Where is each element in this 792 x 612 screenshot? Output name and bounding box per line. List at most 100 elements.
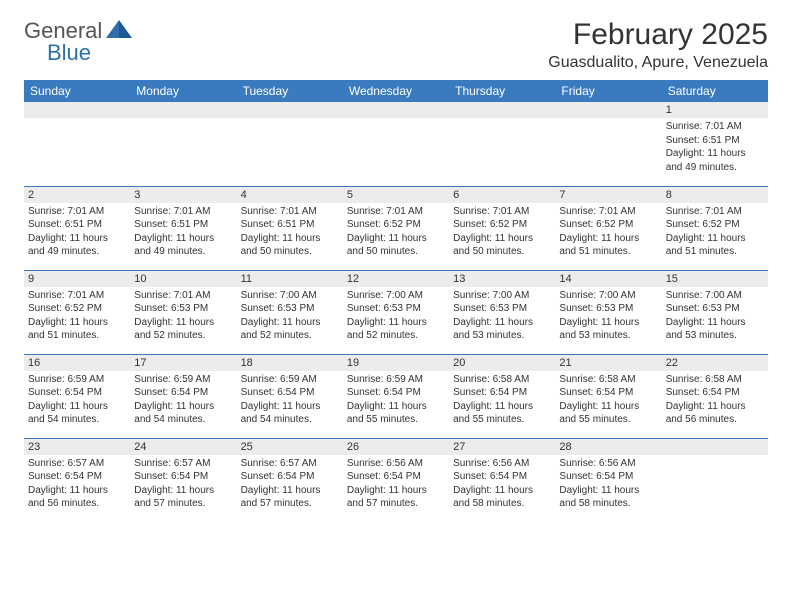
day-number: 11 bbox=[237, 271, 343, 287]
day-number: 17 bbox=[130, 355, 236, 371]
calendar-cell bbox=[662, 438, 768, 522]
calendar-cell: 3Sunrise: 7:01 AMSunset: 6:51 PMDaylight… bbox=[130, 186, 236, 270]
day-number: 7 bbox=[555, 187, 661, 203]
day-details: Sunrise: 7:00 AMSunset: 6:53 PMDaylight:… bbox=[555, 287, 661, 347]
day-details: Sunrise: 7:01 AMSunset: 6:51 PMDaylight:… bbox=[237, 203, 343, 263]
calendar-cell: 6Sunrise: 7:01 AMSunset: 6:52 PMDaylight… bbox=[449, 186, 555, 270]
day-header: Wednesday bbox=[343, 80, 449, 102]
day-number: 9 bbox=[24, 271, 130, 287]
day-number: 15 bbox=[662, 271, 768, 287]
day-number: 10 bbox=[130, 271, 236, 287]
day-number bbox=[24, 102, 130, 118]
calendar-cell: 2Sunrise: 7:01 AMSunset: 6:51 PMDaylight… bbox=[24, 186, 130, 270]
day-number bbox=[662, 439, 768, 455]
day-number: 13 bbox=[449, 271, 555, 287]
logo: General Blue bbox=[24, 18, 134, 44]
location: Guasdualito, Apure, Venezuela bbox=[548, 54, 768, 72]
day-number: 28 bbox=[555, 439, 661, 455]
day-header-row: Sunday Monday Tuesday Wednesday Thursday… bbox=[24, 80, 768, 102]
calendar-week-row: 1Sunrise: 7:01 AMSunset: 6:51 PMDaylight… bbox=[24, 102, 768, 186]
day-number: 23 bbox=[24, 439, 130, 455]
calendar-table: Sunday Monday Tuesday Wednesday Thursday… bbox=[24, 80, 768, 522]
day-details: Sunrise: 6:56 AMSunset: 6:54 PMDaylight:… bbox=[449, 455, 555, 515]
logo-triangle-icon bbox=[106, 20, 132, 43]
day-number: 27 bbox=[449, 439, 555, 455]
calendar-week-row: 9Sunrise: 7:01 AMSunset: 6:52 PMDaylight… bbox=[24, 270, 768, 354]
day-number: 4 bbox=[237, 187, 343, 203]
day-details: Sunrise: 7:01 AMSunset: 6:52 PMDaylight:… bbox=[555, 203, 661, 263]
day-number: 2 bbox=[24, 187, 130, 203]
calendar-cell: 26Sunrise: 6:56 AMSunset: 6:54 PMDayligh… bbox=[343, 438, 449, 522]
calendar-cell: 13Sunrise: 7:00 AMSunset: 6:53 PMDayligh… bbox=[449, 270, 555, 354]
calendar-cell bbox=[130, 102, 236, 186]
calendar-cell: 25Sunrise: 6:57 AMSunset: 6:54 PMDayligh… bbox=[237, 438, 343, 522]
calendar-cell: 11Sunrise: 7:00 AMSunset: 6:53 PMDayligh… bbox=[237, 270, 343, 354]
day-number: 16 bbox=[24, 355, 130, 371]
day-details: Sunrise: 6:57 AMSunset: 6:54 PMDaylight:… bbox=[130, 455, 236, 515]
day-header: Saturday bbox=[662, 80, 768, 102]
day-details: Sunrise: 7:00 AMSunset: 6:53 PMDaylight:… bbox=[237, 287, 343, 347]
calendar-week-row: 23Sunrise: 6:57 AMSunset: 6:54 PMDayligh… bbox=[24, 438, 768, 522]
calendar-cell: 16Sunrise: 6:59 AMSunset: 6:54 PMDayligh… bbox=[24, 354, 130, 438]
day-number: 8 bbox=[662, 187, 768, 203]
calendar-cell: 19Sunrise: 6:59 AMSunset: 6:54 PMDayligh… bbox=[343, 354, 449, 438]
calendar-cell: 17Sunrise: 6:59 AMSunset: 6:54 PMDayligh… bbox=[130, 354, 236, 438]
day-header: Sunday bbox=[24, 80, 130, 102]
day-number: 22 bbox=[662, 355, 768, 371]
calendar-cell bbox=[24, 102, 130, 186]
day-details: Sunrise: 6:59 AMSunset: 6:54 PMDaylight:… bbox=[343, 371, 449, 431]
calendar-cell: 18Sunrise: 6:59 AMSunset: 6:54 PMDayligh… bbox=[237, 354, 343, 438]
day-details: Sunrise: 6:58 AMSunset: 6:54 PMDaylight:… bbox=[555, 371, 661, 431]
calendar-cell: 1Sunrise: 7:01 AMSunset: 6:51 PMDaylight… bbox=[662, 102, 768, 186]
day-number: 5 bbox=[343, 187, 449, 203]
calendar-cell bbox=[449, 102, 555, 186]
calendar-cell: 4Sunrise: 7:01 AMSunset: 6:51 PMDaylight… bbox=[237, 186, 343, 270]
calendar-cell bbox=[555, 102, 661, 186]
calendar-cell: 9Sunrise: 7:01 AMSunset: 6:52 PMDaylight… bbox=[24, 270, 130, 354]
day-details: Sunrise: 7:01 AMSunset: 6:52 PMDaylight:… bbox=[449, 203, 555, 263]
day-details: Sunrise: 6:58 AMSunset: 6:54 PMDaylight:… bbox=[449, 371, 555, 431]
calendar-cell: 22Sunrise: 6:58 AMSunset: 6:54 PMDayligh… bbox=[662, 354, 768, 438]
day-header: Monday bbox=[130, 80, 236, 102]
calendar-cell: 24Sunrise: 6:57 AMSunset: 6:54 PMDayligh… bbox=[130, 438, 236, 522]
day-header: Thursday bbox=[449, 80, 555, 102]
day-details: Sunrise: 7:01 AMSunset: 6:52 PMDaylight:… bbox=[343, 203, 449, 263]
calendar-cell: 5Sunrise: 7:01 AMSunset: 6:52 PMDaylight… bbox=[343, 186, 449, 270]
day-number: 20 bbox=[449, 355, 555, 371]
day-details: Sunrise: 7:01 AMSunset: 6:52 PMDaylight:… bbox=[662, 203, 768, 263]
day-details: Sunrise: 6:59 AMSunset: 6:54 PMDaylight:… bbox=[237, 371, 343, 431]
day-number: 6 bbox=[449, 187, 555, 203]
month-title: February 2025 bbox=[548, 18, 768, 52]
calendar-cell: 8Sunrise: 7:01 AMSunset: 6:52 PMDaylight… bbox=[662, 186, 768, 270]
day-details: Sunrise: 7:00 AMSunset: 6:53 PMDaylight:… bbox=[449, 287, 555, 347]
day-number: 14 bbox=[555, 271, 661, 287]
day-number: 25 bbox=[237, 439, 343, 455]
calendar-cell bbox=[343, 102, 449, 186]
calendar-cell: 15Sunrise: 7:00 AMSunset: 6:53 PMDayligh… bbox=[662, 270, 768, 354]
logo-text-blue: Blue bbox=[47, 40, 91, 66]
day-details: Sunrise: 6:59 AMSunset: 6:54 PMDaylight:… bbox=[130, 371, 236, 431]
calendar-cell: 28Sunrise: 6:56 AMSunset: 6:54 PMDayligh… bbox=[555, 438, 661, 522]
day-details: Sunrise: 6:56 AMSunset: 6:54 PMDaylight:… bbox=[343, 455, 449, 515]
calendar-cell: 10Sunrise: 7:01 AMSunset: 6:53 PMDayligh… bbox=[130, 270, 236, 354]
calendar-cell: 20Sunrise: 6:58 AMSunset: 6:54 PMDayligh… bbox=[449, 354, 555, 438]
day-details: Sunrise: 7:00 AMSunset: 6:53 PMDaylight:… bbox=[343, 287, 449, 347]
day-number bbox=[237, 102, 343, 118]
calendar-cell bbox=[237, 102, 343, 186]
day-details: Sunrise: 7:01 AMSunset: 6:51 PMDaylight:… bbox=[662, 118, 768, 178]
day-number bbox=[449, 102, 555, 118]
title-block: February 2025 Guasdualito, Apure, Venezu… bbox=[548, 18, 768, 72]
day-header: Tuesday bbox=[237, 80, 343, 102]
calendar-cell: 27Sunrise: 6:56 AMSunset: 6:54 PMDayligh… bbox=[449, 438, 555, 522]
header: General Blue February 2025 Guasdualito, … bbox=[24, 18, 768, 72]
day-number: 3 bbox=[130, 187, 236, 203]
day-details: Sunrise: 6:59 AMSunset: 6:54 PMDaylight:… bbox=[24, 371, 130, 431]
day-details: Sunrise: 7:01 AMSunset: 6:53 PMDaylight:… bbox=[130, 287, 236, 347]
day-number: 18 bbox=[237, 355, 343, 371]
calendar-cell: 7Sunrise: 7:01 AMSunset: 6:52 PMDaylight… bbox=[555, 186, 661, 270]
day-number: 26 bbox=[343, 439, 449, 455]
day-number: 1 bbox=[662, 102, 768, 118]
day-details: Sunrise: 6:56 AMSunset: 6:54 PMDaylight:… bbox=[555, 455, 661, 515]
calendar-cell: 12Sunrise: 7:00 AMSunset: 6:53 PMDayligh… bbox=[343, 270, 449, 354]
day-number: 12 bbox=[343, 271, 449, 287]
